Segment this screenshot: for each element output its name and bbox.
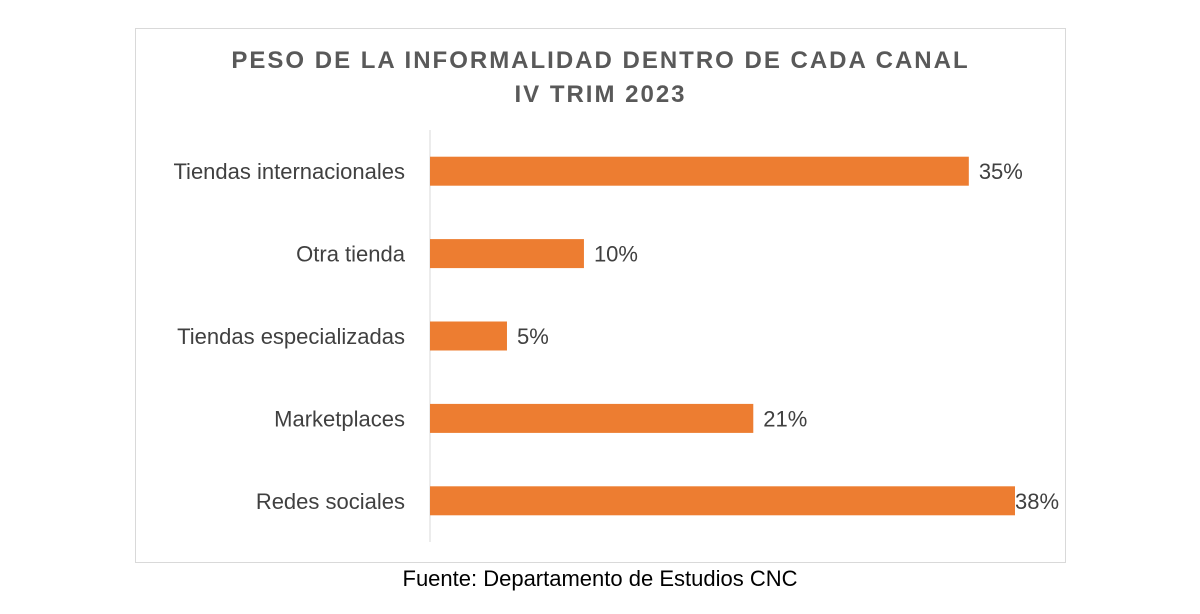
data-label: 5% xyxy=(517,324,549,349)
chart-title-line2: IV TRIM 2023 xyxy=(514,81,687,108)
source-note: Fuente: Departamento de Estudios CNC xyxy=(402,566,798,591)
category-label: Otra tienda xyxy=(296,242,406,267)
bar xyxy=(430,403,754,433)
category-label: Marketplaces xyxy=(274,406,405,431)
bar xyxy=(430,486,1015,516)
chart-frame xyxy=(135,28,1066,563)
data-label: 21% xyxy=(763,406,807,431)
category-label: Redes sociales xyxy=(256,489,405,514)
chart-title: PESO DE LA INFORMALIDAD DENTRO DE CADA C… xyxy=(135,44,1066,112)
data-label: 10% xyxy=(594,242,638,267)
category-label: Tiendas internacionales xyxy=(173,159,405,184)
bar xyxy=(430,321,507,351)
bar xyxy=(430,239,584,269)
category-label: Tiendas especializadas xyxy=(177,324,405,349)
bar xyxy=(430,156,969,186)
data-label: 38% xyxy=(1015,489,1059,514)
data-label: 35% xyxy=(979,159,1023,184)
chart-title-line1: PESO DE LA INFORMALIDAD DENTRO DE CADA C… xyxy=(231,47,970,74)
